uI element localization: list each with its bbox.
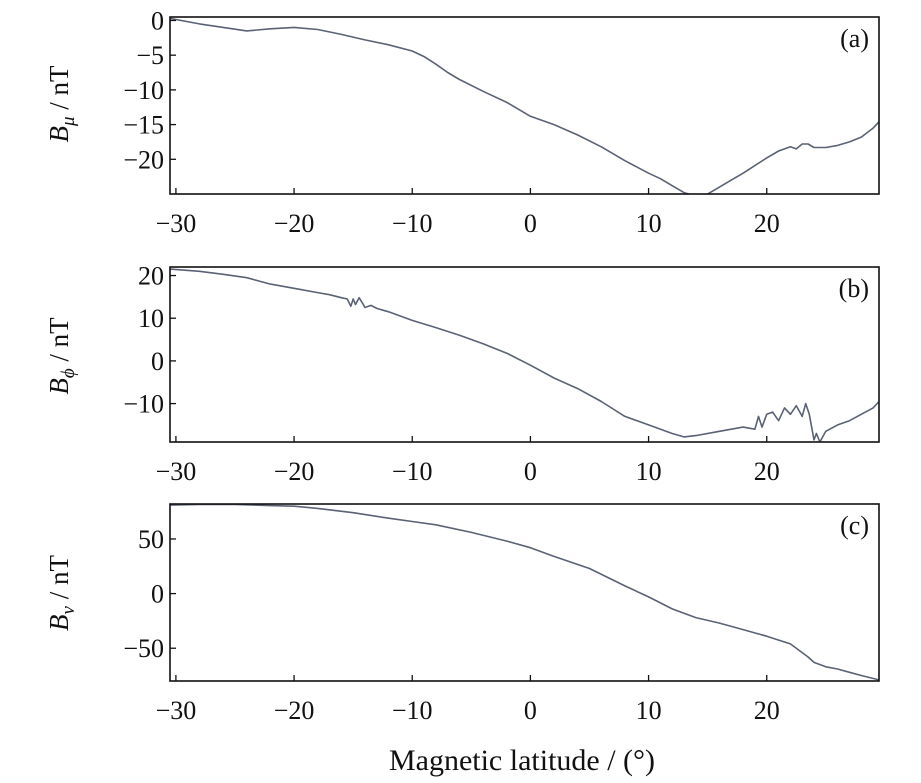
- y-axis-label-symbol: B: [44, 126, 74, 143]
- x-tick-label-b: 0: [524, 457, 537, 486]
- y-axis-label-a: Bμ / nT: [44, 65, 79, 143]
- y-axis-label-c: Bν / nT: [44, 555, 79, 631]
- y-axis-label-subscript: ν: [58, 605, 79, 614]
- panel-label-a: (a): [840, 24, 869, 53]
- y-tick-label-a: −5: [136, 41, 164, 70]
- y-tick-label-b: 10: [138, 304, 164, 333]
- y-tick-label-c: −50: [123, 634, 164, 663]
- x-tick-label-b: −10: [392, 457, 433, 486]
- panel-c: −30 −20 −10 0 10 20 50 0 −50 (c) Bν / nT: [44, 503, 880, 725]
- x-tick-label-c: 10: [636, 696, 662, 725]
- y-tick-label-a: −10: [123, 76, 164, 105]
- y-axis-label-unit: / nT: [44, 317, 74, 369]
- x-tick-label-b: 20: [754, 457, 780, 486]
- panel-label-c: (c): [840, 511, 869, 540]
- x-axis-label: Magnetic latitude / (°): [389, 744, 655, 777]
- axes-frame-c: [169, 503, 880, 682]
- x-tick-label-a: −20: [274, 209, 315, 238]
- x-tick-label-a: 10: [636, 209, 662, 238]
- series-line-a-0: [170, 17, 879, 194]
- series-line-b-0: [170, 268, 879, 442]
- x-tick-label-a: −10: [392, 209, 433, 238]
- y-axis-label-unit: / nT: [44, 65, 74, 117]
- x-tick-label-b: 10: [636, 457, 662, 486]
- panel-a: −30 −20 −10 0 10 20 0 −5 −10 −15 −20 (a) Bμ / nT: [44, 6, 880, 238]
- y-axis-label-symbol: B: [44, 378, 74, 395]
- y-tick-label-a: −20: [123, 145, 164, 174]
- series-line-c-0: [170, 504, 879, 681]
- x-tick-label-c: 20: [754, 696, 780, 725]
- y-axis-label-symbol: B: [44, 614, 74, 631]
- panel-label-b: (b): [839, 274, 869, 303]
- x-tick-label-a: 0: [524, 209, 537, 238]
- x-tick-label-c: −20: [274, 696, 315, 725]
- x-tick-label-a: 20: [754, 209, 780, 238]
- y-axis-label-subscript: ϕ: [58, 368, 79, 378]
- y-tick-label-b: −10: [123, 390, 164, 419]
- y-tick-label-b: 20: [138, 262, 164, 291]
- axes-frame-b: [169, 266, 880, 443]
- axes-frame-a: [169, 16, 880, 195]
- y-tick-label-a: 0: [151, 6, 164, 35]
- y-axis-label-unit: / nT: [44, 555, 74, 607]
- y-tick-label-b: 0: [151, 347, 164, 376]
- x-tick-label-a: −30: [156, 209, 197, 238]
- x-tick-label-b: −20: [274, 457, 315, 486]
- x-tick-label-c: −30: [156, 696, 197, 725]
- panel-b: −30 −20 −10 0 10 20 20 10 0 −10 (b) Bϕ / nT: [44, 262, 880, 486]
- y-axis-label-b: Bϕ / nT: [44, 317, 79, 395]
- x-tick-label-b: −30: [156, 457, 197, 486]
- y-tick-label-c: 0: [151, 580, 164, 609]
- x-tick-label-c: −10: [392, 696, 433, 725]
- x-tick-label-c: 0: [524, 696, 537, 725]
- y-axis-label-subscript: μ: [58, 116, 79, 127]
- y-tick-label-c: 50: [138, 525, 164, 554]
- y-tick-label-a: −15: [123, 111, 164, 140]
